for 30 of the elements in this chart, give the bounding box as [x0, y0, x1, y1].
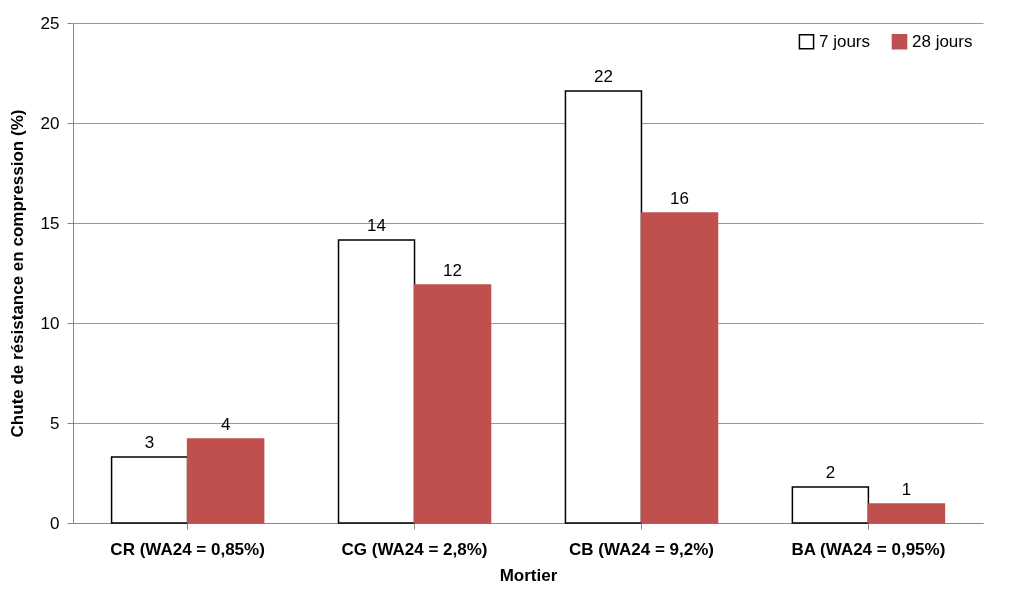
y-axis-title: Chute de résistance en compression (%) — [7, 109, 27, 438]
data-label: 3 — [144, 433, 155, 452]
data-label: 4 — [220, 415, 231, 434]
y-tick-label: 15 — [40, 213, 60, 233]
data-label: 2 — [825, 463, 836, 482]
bar — [867, 503, 946, 524]
data-label: 14 — [367, 216, 386, 235]
data-label: 16 — [670, 189, 689, 208]
x-tick-label: CB (WA24 = 9,2%) — [568, 539, 714, 559]
x-tick-label: CR (WA24 = 0,85%) — [110, 539, 265, 559]
legend-label: 28 jours — [912, 31, 973, 51]
legend-label: 7 jours — [819, 31, 871, 51]
y-tick-label: 20 — [40, 113, 60, 133]
y-tick-label: 25 — [40, 13, 60, 33]
data-label: 1 — [901, 480, 912, 499]
bar — [791, 486, 870, 524]
bar — [186, 438, 265, 524]
bar — [110, 456, 189, 524]
x-axis-title: Mortier — [499, 565, 558, 585]
y-tick-label: 5 — [50, 413, 60, 433]
bar — [337, 239, 416, 524]
bar — [413, 284, 492, 524]
y-tick-label: 0 — [50, 513, 60, 533]
data-label: 22 — [593, 67, 613, 86]
bar — [564, 90, 643, 524]
data-label: 12 — [443, 261, 463, 280]
y-tick-label: 10 — [40, 313, 60, 333]
x-tick-label: CG (WA24 = 2,8%) — [341, 539, 488, 559]
x-tick-label: BA (WA24 = 0,95%) — [791, 539, 946, 559]
bar — [640, 212, 719, 524]
